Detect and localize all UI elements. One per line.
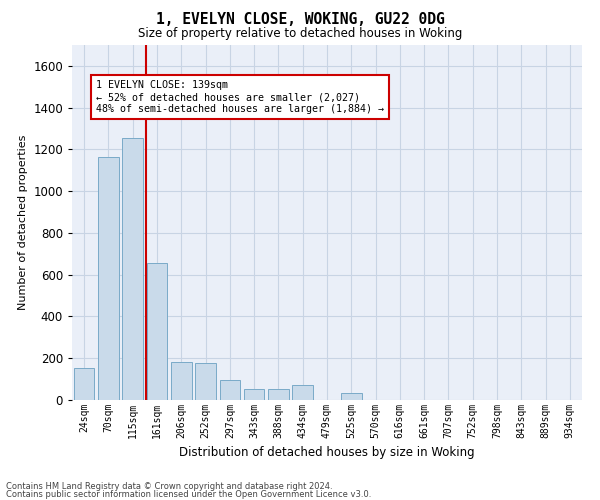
Text: Contains public sector information licensed under the Open Government Licence v3: Contains public sector information licen… (6, 490, 371, 499)
Text: 1 EVELYN CLOSE: 139sqm
← 52% of detached houses are smaller (2,027)
48% of semi-: 1 EVELYN CLOSE: 139sqm ← 52% of detached… (96, 80, 384, 114)
Text: 1, EVELYN CLOSE, WOKING, GU22 0DG: 1, EVELYN CLOSE, WOKING, GU22 0DG (155, 12, 445, 28)
Bar (146, 263, 167, 400)
Bar (98, 156, 119, 400)
Bar (268, 388, 289, 400)
X-axis label: Distribution of detached houses by size in Woking: Distribution of detached houses by size … (179, 446, 475, 460)
Bar (195, 364, 216, 400)
Bar (220, 380, 240, 400)
Bar (292, 386, 313, 400)
Bar (341, 392, 362, 400)
Text: Size of property relative to detached houses in Woking: Size of property relative to detached ho… (138, 28, 462, 40)
Bar (244, 388, 265, 400)
Bar (122, 138, 143, 400)
Text: Contains HM Land Registry data © Crown copyright and database right 2024.: Contains HM Land Registry data © Crown c… (6, 482, 332, 491)
Bar (74, 368, 94, 400)
Y-axis label: Number of detached properties: Number of detached properties (17, 135, 28, 310)
Bar (171, 362, 191, 400)
